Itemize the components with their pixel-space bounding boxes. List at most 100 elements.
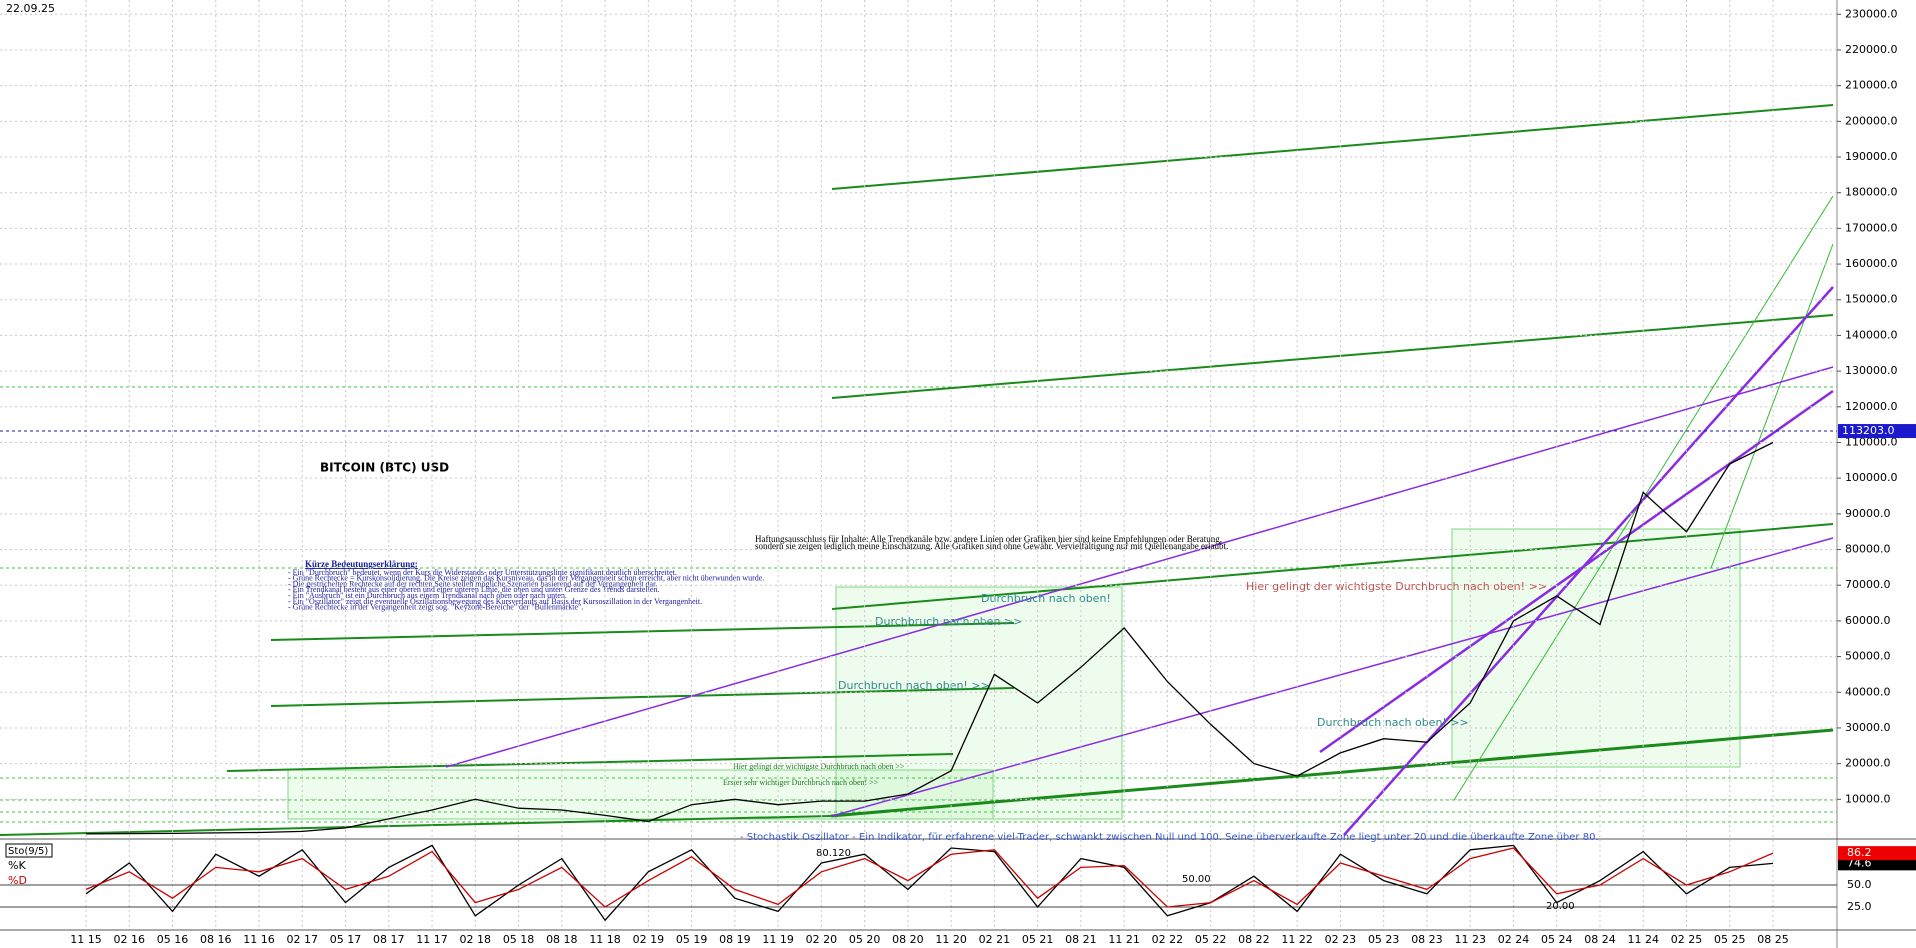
trend-line — [270, 687, 1015, 707]
trend-line — [445, 366, 1834, 768]
x-tick-label: 02 19 — [633, 933, 665, 946]
y-tick-label: 30000.0 — [1845, 721, 1891, 734]
y-tick-label: 10000.0 — [1845, 792, 1891, 805]
y-tick-label: 60000.0 — [1845, 614, 1891, 627]
x-tick-label: 08 18 — [546, 933, 578, 946]
x-tick-label: 08 17 — [373, 933, 405, 946]
legend-line: - Ein "Ausbruch" ist ein Durchbruch aus … — [288, 591, 567, 600]
y-tick-label: 110000.0 — [1845, 435, 1898, 448]
disclaimer: Haftungsausschluss für Inhalte: Alle Tre… — [755, 534, 1222, 544]
value-box — [1838, 846, 1916, 861]
x-tick-label: 02 24 — [1498, 933, 1530, 946]
legend-line: - Grüne Rechtecke in der Vergangenheit z… — [288, 603, 583, 612]
last-price-label: 113203.0 — [1842, 424, 1895, 437]
x-tick-label: 11 22 — [1281, 933, 1313, 946]
y-tick-label: 210000.0 — [1845, 79, 1898, 92]
x-tick-label: 08 20 — [892, 933, 924, 946]
annotation: Durchbruch nach oben >> — [875, 615, 1022, 628]
trend-line — [0, 815, 832, 836]
x-tick-label: 02 25 — [1671, 933, 1703, 946]
x-tick-label: 11 18 — [589, 933, 621, 946]
y-tick-label: 130000.0 — [1845, 364, 1898, 377]
x-tick-label: 05 25 — [1714, 933, 1746, 946]
x-tick-label: 11 16 — [243, 933, 275, 946]
annotation: 20.00 — [1546, 901, 1575, 912]
legend-line: - Ein "Durchbruch" bedeutet, wenn der Ku… — [288, 568, 677, 577]
annotation: Hier gelingt der wichtigste Durchbruch n… — [733, 762, 905, 771]
x-tick-label: 02 21 — [979, 933, 1011, 946]
x-tick-label: 02 18 — [460, 933, 492, 946]
y-tick-label: 100000.0 — [1845, 471, 1898, 484]
series-line — [85, 441, 1774, 835]
x-tick-label: 02 20 — [806, 933, 838, 946]
y-tick-label: 50.0 — [1847, 878, 1872, 891]
x-tick-label: 05 21 — [1022, 933, 1054, 946]
x-tick-label: 05 18 — [503, 933, 535, 946]
date-label: 22.09.25 — [6, 2, 55, 15]
annotation: Erster sehr wichtiger Durchbruch nach ob… — [723, 778, 879, 787]
chart-title: BITCOIN (BTC) USD — [320, 461, 449, 475]
trend-line — [831, 523, 1834, 610]
series-line — [85, 847, 1774, 908]
indicator-title: Sto(9/5) — [8, 846, 48, 857]
y-tick-label: 220000.0 — [1845, 43, 1898, 56]
x-tick-label: 02 23 — [1325, 933, 1357, 946]
trend-line — [270, 622, 1015, 641]
x-tick-label: 08 25 — [1757, 933, 1789, 946]
legend-line: - Grüne Rechtecke = Kurskonsolidierung. … — [288, 574, 764, 583]
legend-line: - Die gestrichelten Rechtecke auf der re… — [288, 579, 657, 588]
last-price-box — [1838, 424, 1916, 439]
x-tick-label: 08 23 — [1411, 933, 1443, 946]
x-tick-label: 11 24 — [1627, 933, 1659, 946]
y-tick-label: 70000.0 — [1845, 578, 1891, 591]
x-tick-label: 02 16 — [114, 933, 146, 946]
disclaimer: sondern sie zeigen lediglich meine Einsc… — [755, 541, 1228, 551]
annotation: Hier gelingt der wichtigste Durchbruch n… — [1246, 580, 1547, 593]
series-line — [85, 844, 1774, 922]
y-tick-label: 140000.0 — [1845, 328, 1898, 341]
annotation: Durchbruch nach oben! >> — [1317, 716, 1469, 729]
x-tick-label: 11 17 — [416, 933, 448, 946]
y-tick-label: 160000.0 — [1845, 257, 1898, 270]
y-tick-label: 90000.0 — [1845, 507, 1891, 520]
trend-line — [831, 537, 1834, 817]
zone — [1451, 528, 1741, 768]
legend-entry: %D — [8, 874, 27, 887]
y-tick-label: 25.0 — [1847, 900, 1872, 913]
y-tick-label: 50000.0 — [1845, 650, 1891, 663]
x-tick-label: 05 20 — [849, 933, 881, 946]
annotation: - Stochastik Oszillator - Ein Indikator,… — [740, 832, 1599, 843]
y-tick-label: 40000.0 — [1845, 685, 1891, 698]
x-tick-label: 08 24 — [1584, 933, 1616, 946]
annotation: Durchbruch nach oben! — [981, 592, 1111, 605]
x-tick-label: 05 22 — [1195, 933, 1227, 946]
x-tick-label: 05 17 — [330, 933, 362, 946]
trend-line — [1343, 286, 1834, 836]
annotation: Durchbruch nach oben! >> — [838, 679, 990, 692]
legend-line: - Ein Trendkanal besteht aus einer obere… — [288, 585, 659, 594]
annotation: 80.120 — [816, 848, 851, 859]
trend-line — [226, 753, 954, 772]
x-tick-label: 11 20 — [935, 933, 967, 946]
trend-line — [831, 104, 1834, 190]
x-tick-label: 08 22 — [1238, 933, 1270, 946]
x-tick-label: 08 19 — [719, 933, 751, 946]
y-tick-label: 170000.0 — [1845, 221, 1898, 234]
legend-title: Kürze Bedeutungserklärung: — [305, 559, 418, 569]
x-tick-label: 02 22 — [1152, 933, 1184, 946]
y-tick-label: 230000.0 — [1845, 7, 1898, 20]
x-tick-label: 05 19 — [676, 933, 708, 946]
legend-line: - Ein "Oszillator" zeigt die eventuelle … — [288, 597, 702, 606]
x-tick-label: 08 21 — [1065, 933, 1097, 946]
x-tick-label: 11 19 — [762, 933, 794, 946]
legend-entry: %K — [8, 859, 26, 872]
trend-line — [831, 314, 1834, 399]
x-tick-label: 05 16 — [157, 933, 189, 946]
x-tick-label: 02 17 — [287, 933, 319, 946]
y-tick-label: 190000.0 — [1845, 150, 1898, 163]
y-tick-label: 150000.0 — [1845, 293, 1898, 306]
x-tick-label: 11 15 — [70, 933, 102, 946]
x-tick-label: 11 21 — [1108, 933, 1140, 946]
